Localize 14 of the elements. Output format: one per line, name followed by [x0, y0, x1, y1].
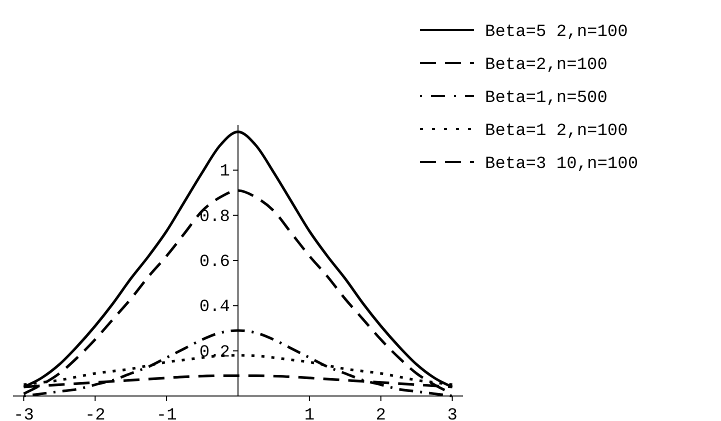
x-tick-label: 1 [304, 406, 315, 421]
x-tick-label: -1 [156, 406, 177, 421]
x-tick-label: -3 [14, 406, 34, 421]
x-tick-label: 2 [376, 406, 386, 421]
legend-label: Beta=1,n=500 [485, 89, 608, 108]
legend-label: Beta=2,n=100 [485, 56, 608, 75]
x-tick-label: 3 [447, 406, 458, 421]
y-tick-label: 0.6 [199, 252, 230, 272]
legend-label: Beta=3 10,n=100 [485, 155, 638, 174]
y-tick-label: 1 [220, 162, 230, 182]
legend-label: Beta=1 2,n=100 [485, 122, 628, 141]
legend-label: Beta=5 2,n=100 [485, 23, 628, 42]
x-tick-label: -2 [84, 406, 106, 421]
y-tick-label: 0.4 [199, 298, 230, 318]
